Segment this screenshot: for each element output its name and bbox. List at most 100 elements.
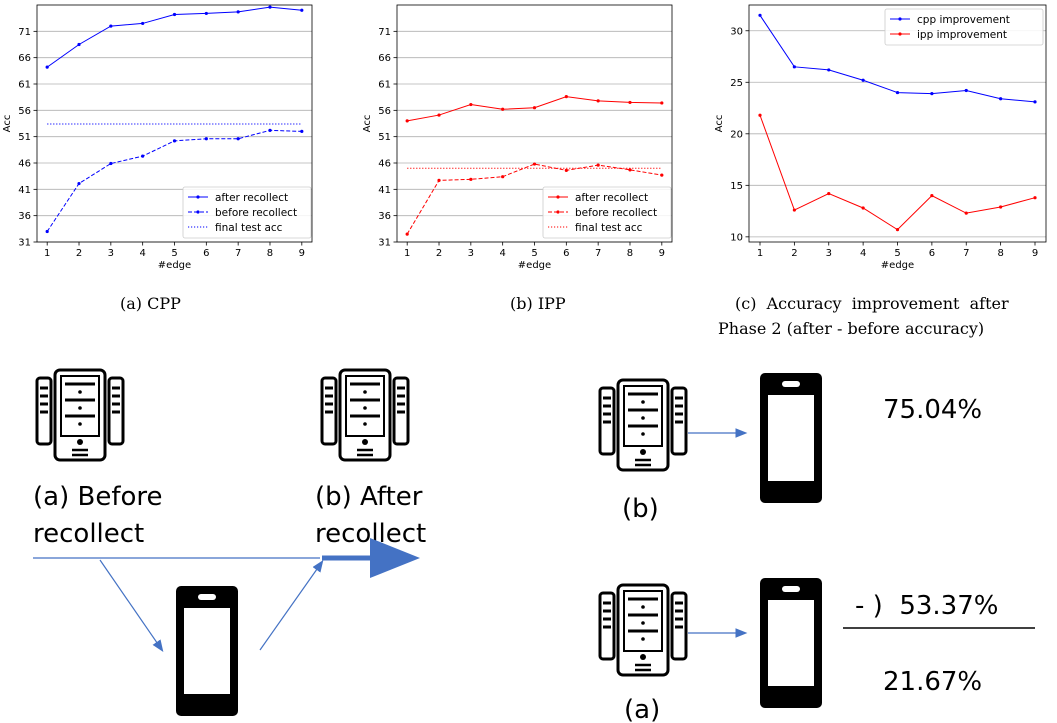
x-tick-label: 2 bbox=[791, 248, 797, 259]
data-point bbox=[930, 92, 934, 96]
data-point bbox=[628, 100, 632, 105]
x-tick-label: 3 bbox=[468, 248, 474, 259]
data-point bbox=[501, 175, 505, 179]
x-tick-label: 8 bbox=[997, 248, 1003, 259]
label-a: (a) bbox=[624, 695, 660, 723]
data-point bbox=[999, 97, 1003, 101]
data-point bbox=[660, 101, 664, 105]
x-tick-label: 3 bbox=[108, 248, 114, 259]
data-point bbox=[532, 162, 537, 166]
legend-marker bbox=[196, 210, 200, 214]
x-tick-label: 9 bbox=[659, 248, 665, 259]
caption-improvement-line1: (c) Accuracy improvement after bbox=[735, 294, 1009, 313]
x-tick-label: 1 bbox=[44, 248, 50, 259]
server-icon bbox=[598, 583, 688, 677]
data-point bbox=[596, 163, 600, 167]
plot-frame bbox=[748, 4, 1047, 243]
data-point bbox=[45, 65, 49, 69]
x-tick-label: 1 bbox=[404, 248, 410, 259]
plot-frame bbox=[396, 4, 673, 243]
server-icon bbox=[35, 368, 125, 462]
before-label-line1: (a) Before bbox=[33, 482, 163, 512]
x-tick-label: 3 bbox=[826, 248, 832, 259]
data-point bbox=[268, 128, 272, 132]
smartphone-icon bbox=[176, 586, 238, 716]
data-point bbox=[469, 102, 473, 107]
x-tick-label: 7 bbox=[595, 248, 601, 259]
y-tick-label: 25 bbox=[730, 78, 743, 89]
data-point bbox=[204, 137, 208, 141]
y-tick-label: 31 bbox=[18, 238, 31, 249]
server-icon bbox=[598, 378, 688, 472]
data-point bbox=[141, 21, 145, 26]
legend-box bbox=[884, 8, 1044, 46]
y-axis-title: Acc bbox=[2, 115, 13, 133]
legend-label: before recollect bbox=[575, 207, 657, 219]
data-point bbox=[1033, 100, 1037, 104]
label-b: (b) bbox=[622, 494, 659, 524]
y-tick-label: 36 bbox=[18, 211, 31, 222]
smartphone-icon bbox=[760, 373, 822, 503]
y-axis-title: Acc bbox=[714, 115, 725, 133]
data-point bbox=[532, 106, 537, 110]
caption-cpp: (a) CPP bbox=[120, 294, 181, 313]
x-axis-title: #edge bbox=[881, 260, 914, 271]
x-tick-label: 8 bbox=[627, 248, 633, 259]
data-point bbox=[964, 211, 968, 215]
data-point bbox=[660, 173, 664, 177]
y-tick-label: 66 bbox=[18, 53, 31, 64]
data-point bbox=[861, 206, 865, 210]
data-point bbox=[109, 24, 113, 28]
y-tick-label: 66 bbox=[378, 53, 391, 64]
data-point bbox=[501, 107, 505, 111]
data-point bbox=[792, 65, 796, 69]
series-line-1 bbox=[406, 163, 662, 235]
data-point bbox=[172, 139, 177, 143]
value-before: - ) 53.37% bbox=[855, 591, 998, 621]
data-point bbox=[437, 178, 441, 182]
data-point bbox=[437, 113, 441, 117]
data-point bbox=[77, 42, 81, 47]
y-tick-label: 61 bbox=[18, 80, 31, 91]
server-icon bbox=[320, 368, 410, 462]
y-tick-label: 51 bbox=[378, 132, 391, 143]
value-diff: 21.67% bbox=[883, 667, 982, 697]
data-point bbox=[964, 88, 968, 93]
data-point bbox=[930, 194, 934, 198]
x-tick-label: 7 bbox=[235, 248, 241, 259]
data-point bbox=[1033, 196, 1037, 200]
data-point bbox=[564, 95, 568, 99]
x-tick-label: 7 bbox=[963, 248, 969, 259]
data-point bbox=[236, 137, 240, 141]
data-point bbox=[300, 8, 304, 12]
y-tick-label: 56 bbox=[378, 106, 391, 117]
caption-ipp: (b) IPP bbox=[510, 294, 566, 313]
x-tick-label: 9 bbox=[299, 248, 305, 259]
data-point bbox=[895, 90, 900, 95]
data-point bbox=[827, 191, 831, 196]
data-point bbox=[172, 12, 177, 17]
legend-label: after recollect bbox=[215, 192, 288, 204]
return-arrow bbox=[259, 560, 324, 651]
legend-label: after recollect bbox=[575, 192, 648, 204]
data-point bbox=[141, 154, 145, 158]
y-tick-label: 20 bbox=[730, 129, 743, 140]
y-tick-label: 71 bbox=[18, 27, 31, 38]
y-tick-label: 36 bbox=[378, 211, 391, 222]
x-tick-label: 5 bbox=[171, 248, 177, 259]
x-tick-label: 6 bbox=[563, 248, 569, 259]
data-point bbox=[758, 113, 762, 117]
data-point bbox=[77, 181, 81, 186]
after-label-line1: (b) After bbox=[315, 482, 423, 512]
x-axis-title: #edge bbox=[518, 260, 551, 271]
x-axis-title: #edge bbox=[158, 260, 191, 271]
value-after: 75.04% bbox=[883, 395, 982, 425]
x-tick-label: 1 bbox=[757, 248, 763, 259]
data-point bbox=[405, 232, 409, 236]
x-tick-label: 8 bbox=[267, 248, 273, 259]
data-point bbox=[204, 11, 208, 16]
data-point bbox=[861, 78, 865, 82]
data-point bbox=[564, 168, 568, 172]
legend-label: before recollect bbox=[215, 207, 297, 219]
